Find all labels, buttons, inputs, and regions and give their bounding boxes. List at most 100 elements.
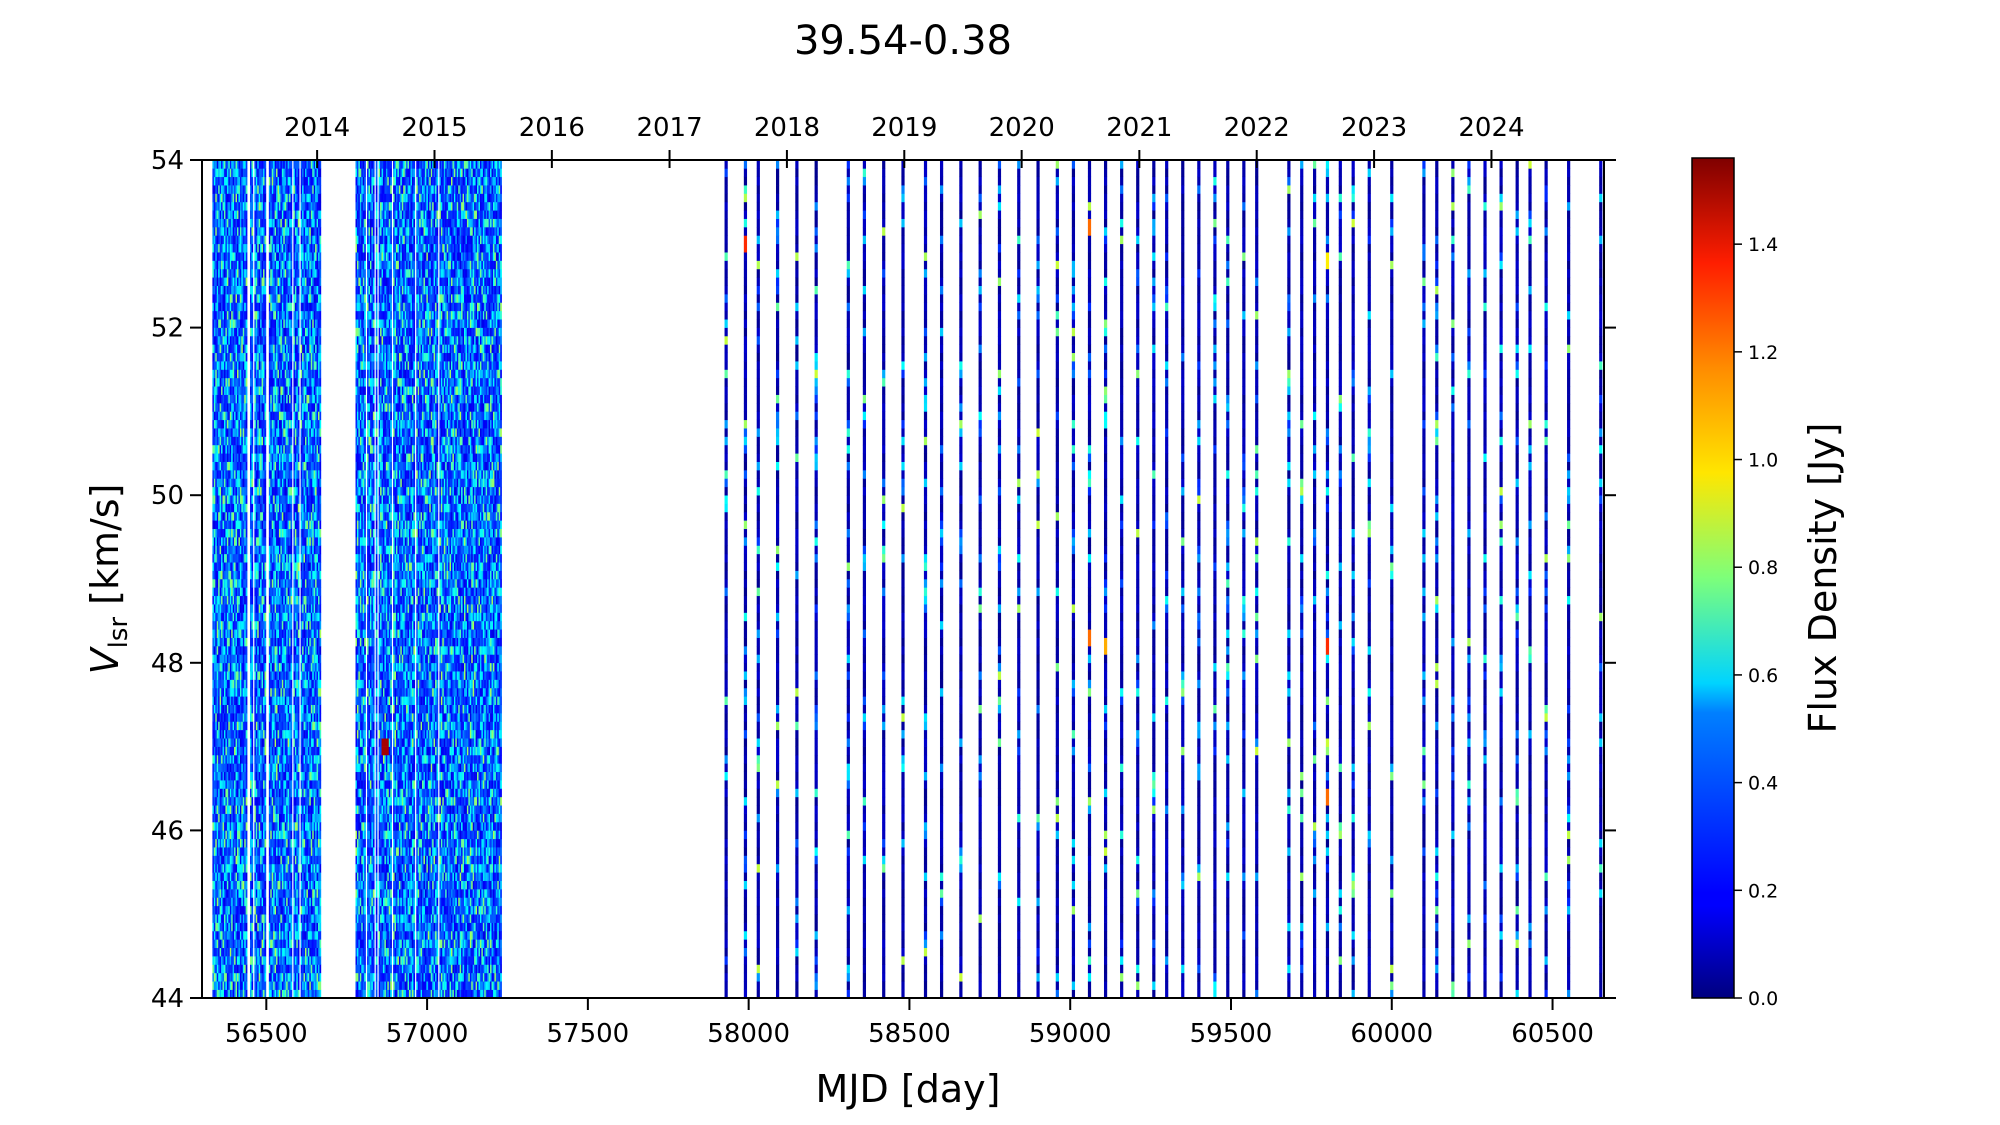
heatmap-cell	[242, 771, 245, 781]
heatmap-cell	[242, 738, 245, 747]
heatmap-cell	[284, 377, 287, 387]
heatmap-cell	[276, 201, 278, 211]
heatmap-cell	[254, 403, 257, 412]
heatmap-cell	[289, 495, 291, 504]
heatmap-cell	[231, 528, 233, 538]
heatmap-cell	[235, 847, 238, 856]
heatmap-cell	[268, 394, 271, 404]
heatmap-cell	[264, 579, 267, 588]
heatmap-cell	[257, 872, 259, 881]
heatmap-cell	[242, 713, 245, 722]
heatmap-cell	[218, 411, 220, 421]
heatmap-cell	[281, 327, 284, 337]
heatmap-cell	[276, 520, 278, 530]
heatmap-cell	[257, 528, 259, 538]
heatmap-cell	[218, 201, 220, 211]
heatmap-cell	[255, 444, 258, 454]
heatmap-cell	[212, 235, 215, 245]
heatmap-cell	[277, 352, 280, 362]
heatmap-cell	[289, 562, 291, 571]
heatmap-cell	[241, 470, 244, 479]
heatmap-cell	[268, 168, 271, 178]
heatmap-cell	[222, 201, 225, 211]
heatmap-cell	[264, 294, 267, 303]
heatmap-cell	[237, 369, 239, 379]
heatmap-cell	[257, 310, 259, 320]
heatmap-cell	[239, 268, 242, 278]
heatmap-cell	[212, 612, 215, 622]
heatmap-cell	[286, 612, 288, 622]
heatmap-cell	[258, 361, 261, 370]
heatmap-cell	[278, 386, 281, 395]
heatmap-cell	[290, 620, 293, 630]
heatmap-cell	[273, 210, 275, 219]
heatmap-cell	[232, 461, 235, 471]
heatmap-cell	[284, 461, 287, 471]
heatmap-cell	[215, 478, 217, 488]
heatmap-cell	[264, 461, 267, 471]
heatmap-cell	[281, 612, 284, 622]
heatmap-cell	[263, 470, 265, 479]
heatmap-cell	[235, 428, 238, 437]
heatmap-cell	[277, 419, 280, 429]
heatmap-cell	[241, 679, 244, 689]
heatmap-cell	[213, 637, 216, 647]
heatmap-cell	[225, 897, 228, 907]
heatmap-cell	[263, 201, 265, 211]
heatmap-cell	[261, 344, 264, 354]
heatmap-cell	[237, 210, 239, 219]
heatmap-cell	[284, 696, 287, 705]
heatmap-cell	[263, 646, 265, 655]
heatmap-cell	[242, 813, 245, 823]
heatmap-cell	[281, 495, 284, 504]
heatmap-cell	[261, 377, 264, 387]
heatmap-cell	[213, 654, 216, 664]
heatmap-cell	[276, 880, 278, 890]
heatmap-cell	[268, 478, 271, 488]
heatmap-cell	[223, 394, 226, 404]
heatmap-cell	[235, 587, 238, 597]
heatmap-cell	[255, 503, 258, 513]
heatmap-cell	[222, 453, 225, 462]
heatmap-cell	[237, 587, 239, 597]
heatmap-cell	[235, 419, 238, 429]
heatmap-cell	[245, 377, 248, 387]
heatmap-cell	[234, 352, 236, 362]
heatmap-cell	[255, 310, 258, 320]
heatmap-cell	[216, 713, 219, 722]
heatmap-cell	[237, 981, 239, 990]
heatmap-cell	[241, 939, 244, 949]
heatmap-cell	[258, 897, 261, 907]
heatmap-cell	[277, 956, 280, 965]
heatmap-cell	[213, 855, 216, 865]
heatmap-cell	[258, 243, 261, 253]
heatmap-cell	[216, 796, 219, 806]
heatmap-cell	[268, 738, 271, 747]
heatmap-cell	[241, 830, 244, 840]
heatmap-cell	[235, 570, 238, 580]
heatmap-cell	[219, 805, 222, 814]
heatmap-cell	[251, 562, 254, 571]
heatmap-cell	[231, 964, 233, 974]
heatmap-cell	[235, 704, 238, 714]
heatmap-cell	[225, 989, 228, 999]
heatmap-cell	[287, 838, 290, 848]
heatmap-cell	[222, 897, 225, 907]
heatmap-cell	[237, 713, 239, 722]
heatmap-cell	[234, 947, 236, 957]
heatmap-cell	[219, 754, 222, 764]
heatmap-cell	[254, 872, 257, 881]
heatmap-cell	[283, 344, 286, 354]
heatmap-cell	[268, 528, 271, 538]
heatmap-cell	[251, 671, 254, 680]
heatmap-cell	[223, 352, 226, 362]
heatmap-cell	[264, 361, 267, 370]
heatmap-cell	[239, 394, 242, 404]
heatmap-cell	[213, 176, 216, 186]
heatmap-cell	[231, 654, 233, 664]
heatmap-cell	[242, 822, 245, 831]
heatmap-cell	[231, 939, 233, 949]
heatmap-cell	[280, 813, 283, 823]
heatmap-cell	[284, 897, 287, 907]
heatmap-cell	[228, 679, 231, 689]
